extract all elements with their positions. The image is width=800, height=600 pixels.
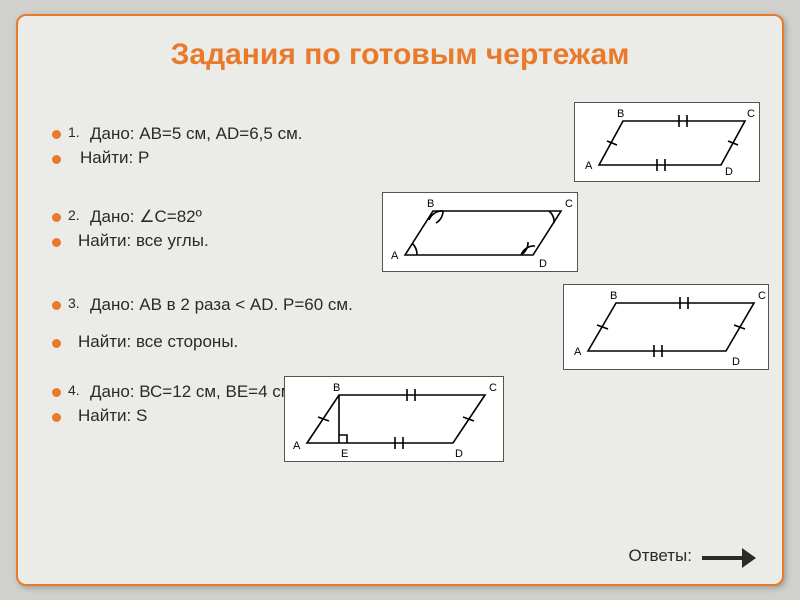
bullet <box>52 388 61 397</box>
label-A: A <box>574 346 582 358</box>
label-A: A <box>293 440 301 452</box>
label-A: A <box>585 160 593 172</box>
label-C: C <box>565 198 573 210</box>
problem-1-find: Найти: Р <box>80 148 149 168</box>
label-B: B <box>617 108 624 120</box>
slide-frame: Задания по готовым чертежам 1. Дано: АВ=… <box>16 14 784 586</box>
problem-number-3: 3. <box>68 295 80 311</box>
problem-2-find: Найти: все углы. <box>78 231 209 251</box>
diagram-3-parallelogram: A B C D <box>563 284 769 370</box>
label-C: C <box>758 290 766 302</box>
bullet <box>52 413 61 422</box>
problem-4-given: Дано: ВС=12 см, ВЕ=4 см. <box>90 382 297 402</box>
slide-title: Задания по готовым чертежам <box>18 38 782 72</box>
label-B: B <box>610 290 617 302</box>
problem-3-given: Дано: АВ в 2 раза < АD. Р=60 см. <box>90 295 353 315</box>
problem-2-given: Дано: ∠С=82º <box>90 207 202 227</box>
diagram-1-parallelogram: A B C D <box>574 102 760 182</box>
problem-1-given: Дано: АВ=5 см, АD=6,5 см. <box>90 124 302 144</box>
label-C: C <box>489 382 497 394</box>
label-D: D <box>539 258 547 270</box>
bullet <box>52 238 61 247</box>
bullet <box>52 301 61 310</box>
diagram-2-parallelogram-angles: A B C D <box>382 192 578 272</box>
label-C: C <box>747 108 755 120</box>
label-D: D <box>455 448 463 460</box>
diagram-4-parallelogram-altitude: A B C D E <box>284 376 504 462</box>
label-E: E <box>341 448 348 460</box>
label-D: D <box>732 356 740 368</box>
answers-label: Ответы: <box>629 546 692 566</box>
bullet <box>52 130 61 139</box>
problem-number-2: 2. <box>68 207 80 223</box>
problem-4-find: Найти: S <box>78 406 147 426</box>
bullet <box>52 339 61 348</box>
label-A: A <box>391 250 399 262</box>
problem-number-1: 1. <box>68 124 80 140</box>
label-B: B <box>427 198 434 210</box>
bullet <box>52 155 61 164</box>
problem-3-find: Найти: все стороны. <box>78 332 238 352</box>
answers-arrow-icon[interactable] <box>702 548 758 566</box>
bullet <box>52 213 61 222</box>
label-B: B <box>333 382 340 394</box>
label-D: D <box>725 166 733 178</box>
problem-number-4: 4. <box>68 382 80 398</box>
